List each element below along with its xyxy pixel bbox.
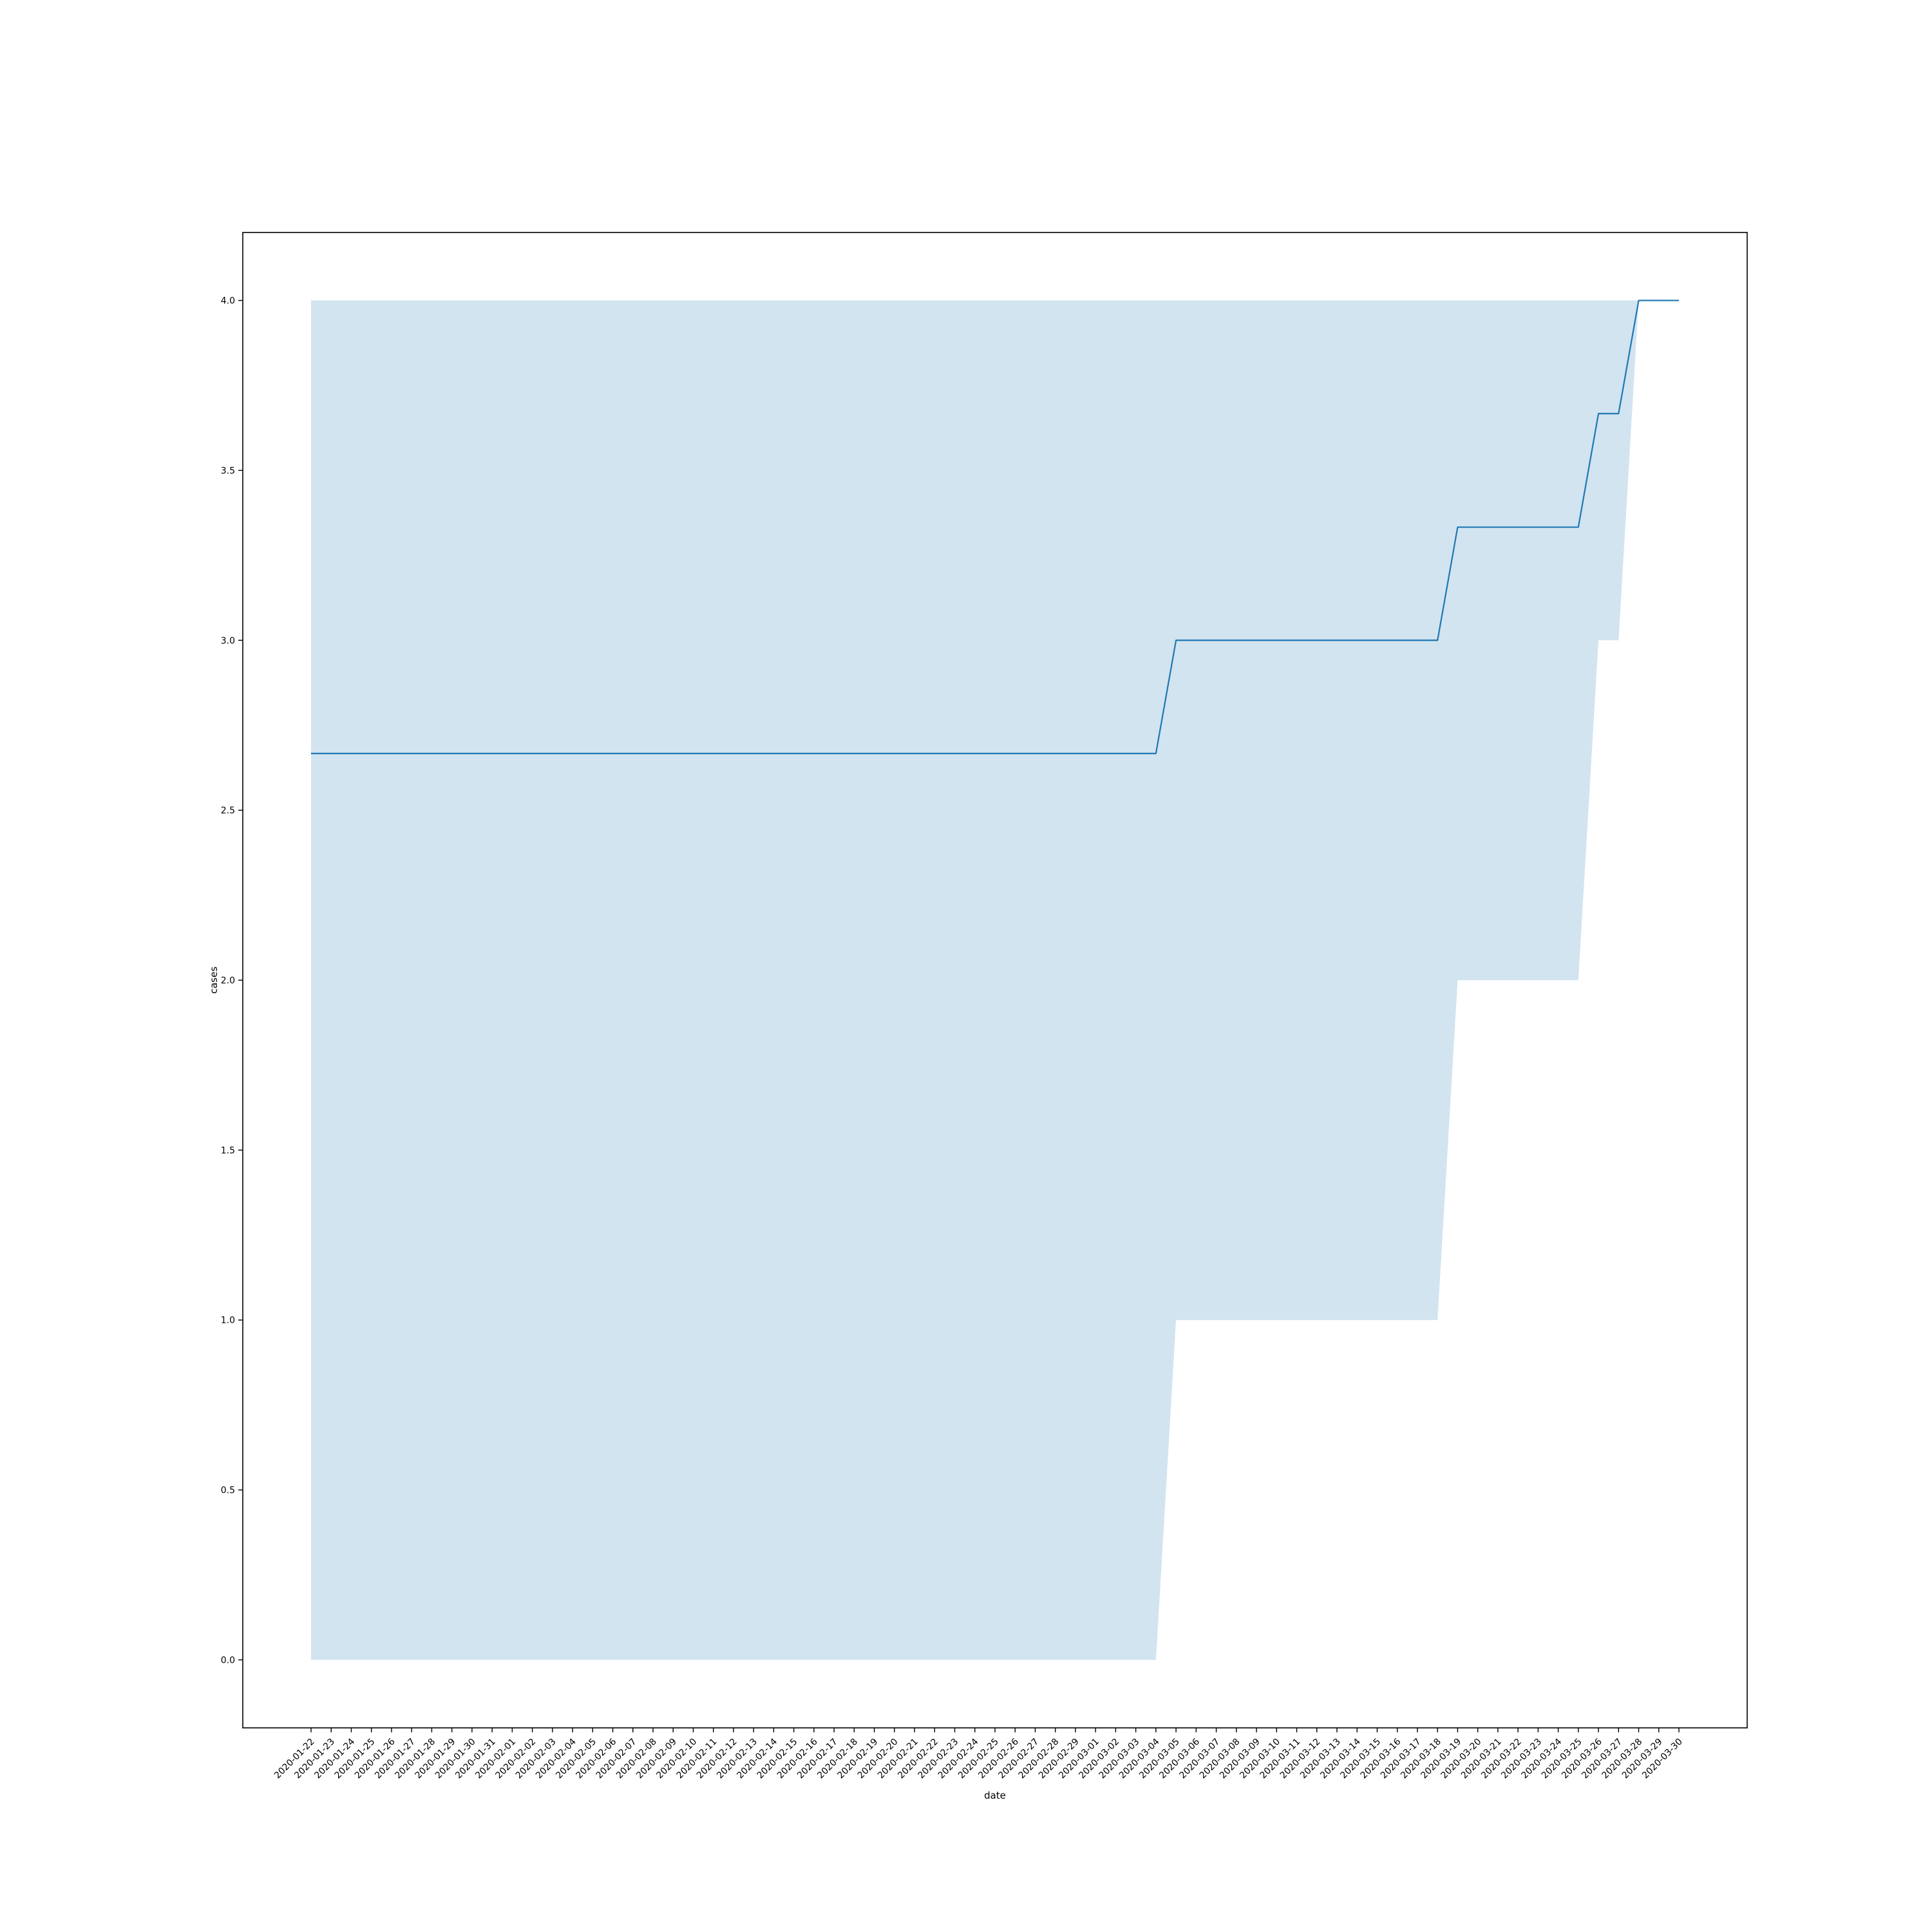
y-tick-label: 0.5 [221,1486,235,1496]
x-axis-label: date [984,1790,1006,1801]
confidence-band [311,300,1679,1660]
y-tick-label: 3.0 [221,636,235,646]
y-tick-label: 1.0 [221,1316,235,1326]
y-tick-label: 2.0 [221,976,235,986]
y-axis-ticks: 0.0 0.5 1.0 1.5 2.0 2.5 3.0 3.5 4.0 [221,296,243,1665]
y-tick-label: 3.5 [221,466,235,476]
series-line [311,299,1679,755]
y-axis-label: cases [208,967,220,994]
series-line-layer [311,299,1679,755]
confidence-band-layer [311,300,1679,1660]
y-tick-label: 2.5 [221,806,235,816]
y-tick-label: 1.5 [221,1146,235,1156]
y-tick-label: 0.0 [221,1655,235,1665]
y-tick-label: 4.0 [221,296,235,307]
x-axis-ticks: 2020-01-222020-01-232020-01-242020-01-25… [272,1728,1685,1781]
